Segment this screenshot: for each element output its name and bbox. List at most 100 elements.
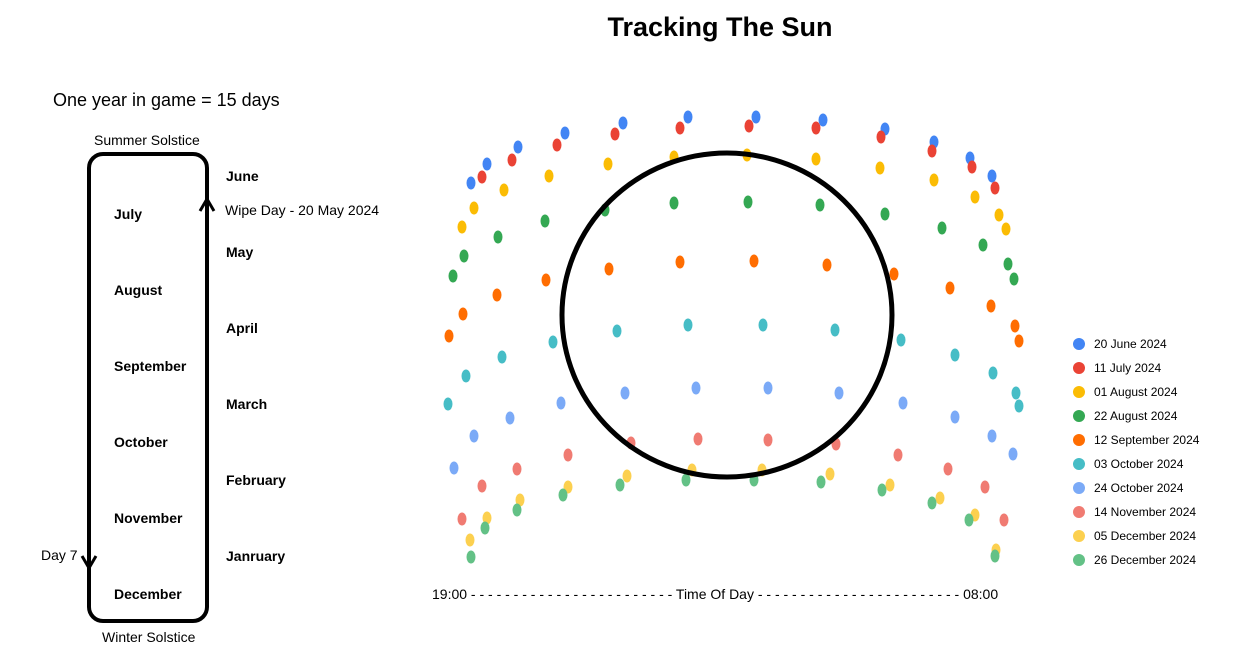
down-arrow-icon <box>80 543 98 571</box>
data-point-series-6-11 <box>1008 447 1018 461</box>
data-point-series-6-7 <box>834 386 844 400</box>
data-point-series-4-4 <box>604 262 614 276</box>
data-point-series-3-1 <box>459 249 469 263</box>
data-point-series-4-5 <box>675 255 685 269</box>
data-point-series-3-0 <box>448 269 458 283</box>
calendar-loop <box>87 152 209 623</box>
legend-label: 01 August 2024 <box>1094 385 1178 399</box>
data-point-series-9-8 <box>877 483 887 497</box>
data-point-series-8-2 <box>515 493 525 507</box>
data-point-series-1-10 <box>990 181 1000 195</box>
data-point-series-1-5 <box>744 119 754 133</box>
data-point-series-0-4 <box>618 116 628 130</box>
data-point-series-6-4 <box>620 386 630 400</box>
data-point-series-2-10 <box>970 190 980 204</box>
data-point-series-1-4 <box>675 121 685 135</box>
data-point-series-0-3 <box>560 126 570 140</box>
data-point-series-2-8 <box>875 161 885 175</box>
month-label-august: August <box>114 282 163 298</box>
legend-dot-icon <box>1073 530 1085 542</box>
data-point-series-7-2 <box>512 462 522 476</box>
data-point-series-9-11 <box>990 549 1000 563</box>
data-point-series-2-7 <box>811 152 821 166</box>
data-point-series-2-3 <box>544 169 554 183</box>
sun-ring <box>559 150 895 480</box>
data-point-series-6-10 <box>987 429 997 443</box>
data-point-series-2-4 <box>603 157 613 171</box>
month-label-september: September <box>114 358 187 374</box>
data-point-series-5-4 <box>612 324 622 338</box>
legend-dot-icon <box>1073 458 1085 470</box>
data-point-series-3-5 <box>669 196 679 210</box>
data-point-series-1-6 <box>811 121 821 135</box>
month-label-may: May <box>226 244 254 260</box>
data-point-series-9-9 <box>927 496 937 510</box>
data-point-series-9-0 <box>466 550 476 564</box>
legend-label: 11 July 2024 <box>1094 361 1162 375</box>
data-point-series-6-3 <box>556 396 566 410</box>
data-point-series-9-1 <box>480 521 490 535</box>
data-point-series-3-2 <box>493 230 503 244</box>
data-point-series-0-0 <box>466 176 476 190</box>
data-point-series-4-10 <box>986 299 996 313</box>
summer-solstice-label: Summer Solstice <box>94 132 200 148</box>
wipe-day-label: Wipe Day - 20 May 2024 <box>225 202 380 218</box>
legend-dot-icon <box>1073 338 1085 350</box>
data-point-series-9-3 <box>558 488 568 502</box>
data-point-series-0-7 <box>818 113 828 127</box>
data-point-series-1-9 <box>967 160 977 174</box>
data-point-series-4-11 <box>1010 319 1020 333</box>
legend-label: 03 October 2024 <box>1094 457 1184 471</box>
data-point-series-8-1 <box>482 511 492 525</box>
month-label-march: March <box>226 396 268 412</box>
x-axis-label: 19:00 - - - - - - - - - - - - - - - - - … <box>432 586 999 602</box>
data-point-series-7-11 <box>999 513 1009 527</box>
data-point-series-5-7 <box>830 323 840 337</box>
data-point-series-5-3 <box>548 335 558 349</box>
legend-dot-icon <box>1073 362 1085 374</box>
data-point-series-0-6 <box>751 110 761 124</box>
data-point-series-4-3 <box>541 273 551 287</box>
data-point-series-3-10 <box>978 238 988 252</box>
data-point-series-1-3 <box>610 127 620 141</box>
data-point-series-7-6 <box>763 433 773 447</box>
legend-item: 22 August 2024 <box>1073 408 1177 424</box>
data-point-series-5-2 <box>497 350 507 364</box>
data-point-series-7-0 <box>457 512 467 526</box>
legend-item: 26 December 2024 <box>1073 552 1196 568</box>
data-point-series-9-10 <box>964 513 974 527</box>
data-point-series-2-9 <box>929 173 939 187</box>
data-point-series-2-0 <box>457 220 467 234</box>
data-point-series-3-6 <box>743 195 753 209</box>
month-label-april: April <box>226 320 258 336</box>
data-point-series-0-2 <box>513 140 523 154</box>
data-point-series-2-2 <box>499 183 509 197</box>
month-label-february: February <box>226 472 286 488</box>
year-note: One year in game = 15 days <box>53 90 280 110</box>
data-point-series-7-8 <box>893 448 903 462</box>
data-point-series-5-6 <box>758 318 768 332</box>
data-point-series-5-0 <box>443 397 453 411</box>
up-arrow-icon <box>198 196 216 212</box>
data-point-series-9-4 <box>615 478 625 492</box>
data-point-series-6-0 <box>449 461 459 475</box>
data-point-series-8-7 <box>825 467 835 481</box>
data-point-series-5-12 <box>1014 399 1024 413</box>
data-point-series-9-5 <box>681 473 691 487</box>
data-point-series-5-5 <box>683 318 693 332</box>
legend-item: 03 October 2024 <box>1073 456 1183 472</box>
data-point-series-2-12 <box>1001 222 1011 236</box>
legend-dot-icon <box>1073 434 1085 446</box>
legend-dot-icon <box>1073 506 1085 518</box>
legend-label: 14 November 2024 <box>1094 505 1197 519</box>
month-label-december: December <box>114 586 182 602</box>
data-point-series-8-4 <box>622 469 632 483</box>
data-point-series-7-3 <box>563 448 573 462</box>
data-point-series-4-1 <box>458 307 468 321</box>
data-point-series-0-1 <box>482 157 492 171</box>
data-point-series-6-9 <box>950 410 960 424</box>
data-point-series-4-7 <box>822 258 832 272</box>
data-point-series-5-1 <box>461 369 471 383</box>
data-point-series-4-2 <box>492 288 502 302</box>
data-point-series-9-2 <box>512 503 522 517</box>
